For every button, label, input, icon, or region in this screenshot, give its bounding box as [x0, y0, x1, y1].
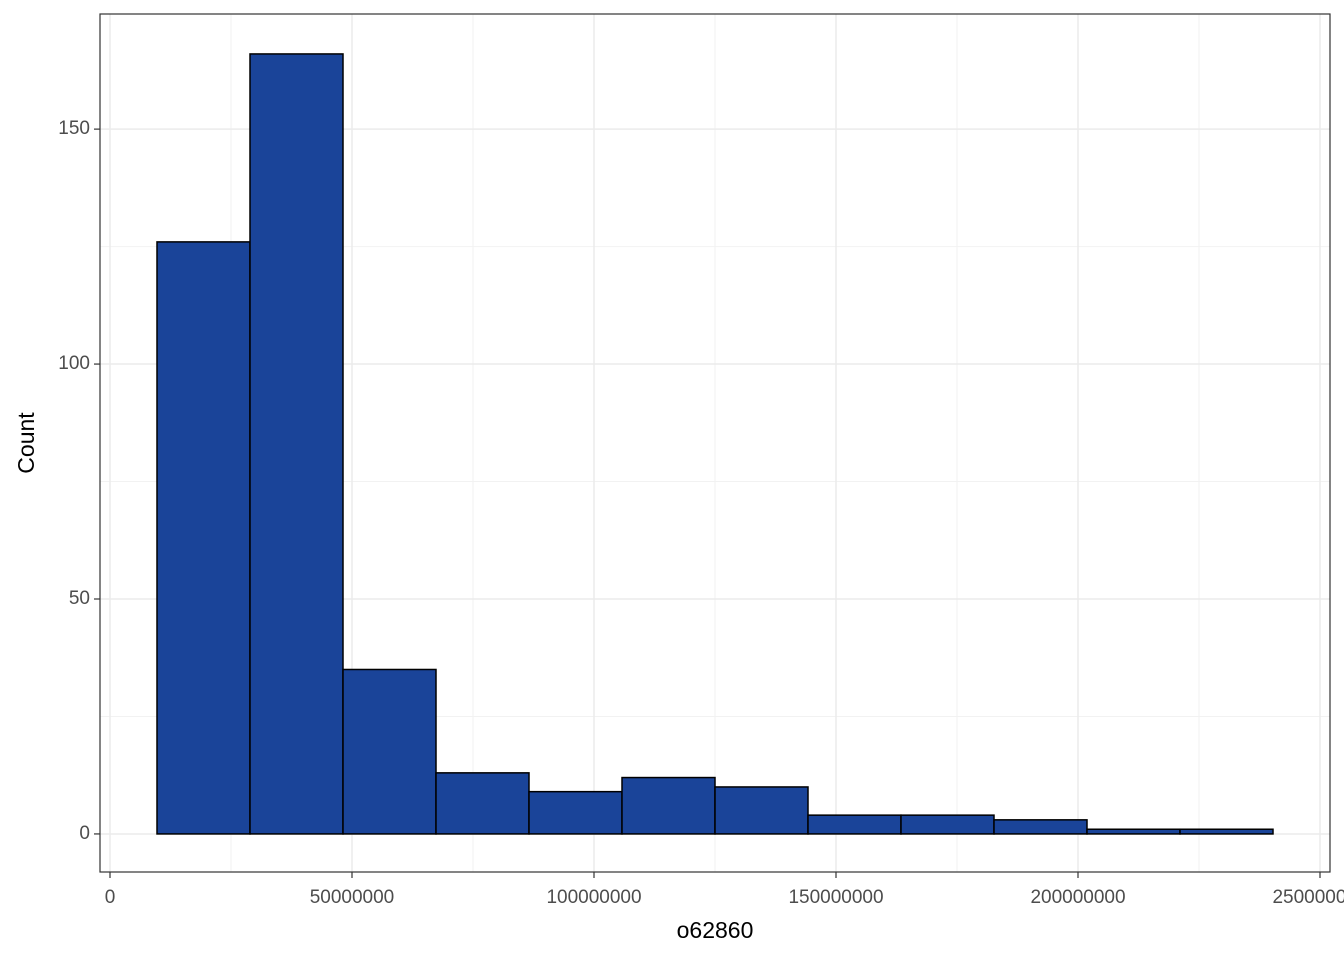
y-tick-label: 100: [58, 353, 90, 374]
bar: [156, 241, 251, 835]
y-axis-title: Count: [13, 412, 39, 474]
bar: [621, 776, 716, 835]
y-tick-label: 150: [58, 118, 90, 139]
x-tick-label: 100000000: [546, 887, 641, 908]
bar: [249, 53, 344, 835]
bar: [993, 819, 1088, 835]
x-tick-label: 200000000: [1030, 887, 1125, 908]
x-tick-label: 0: [105, 887, 116, 908]
bar: [435, 772, 530, 835]
bar: [714, 786, 809, 835]
bar: [528, 790, 623, 835]
x-tick-label: 50000000: [310, 887, 395, 908]
plot-border: [99, 13, 1331, 873]
bar: [1086, 828, 1181, 835]
bar: [342, 668, 437, 835]
bar: [900, 814, 995, 835]
y-tick-label: 0: [79, 823, 90, 844]
bar: [1179, 828, 1274, 835]
x-tick-label: 150000000: [788, 887, 883, 908]
x-axis-title: o62860: [677, 917, 754, 943]
bar: [807, 814, 902, 835]
y-tick-label: 50: [69, 588, 90, 609]
x-tick-label: 250000000: [1272, 887, 1344, 908]
